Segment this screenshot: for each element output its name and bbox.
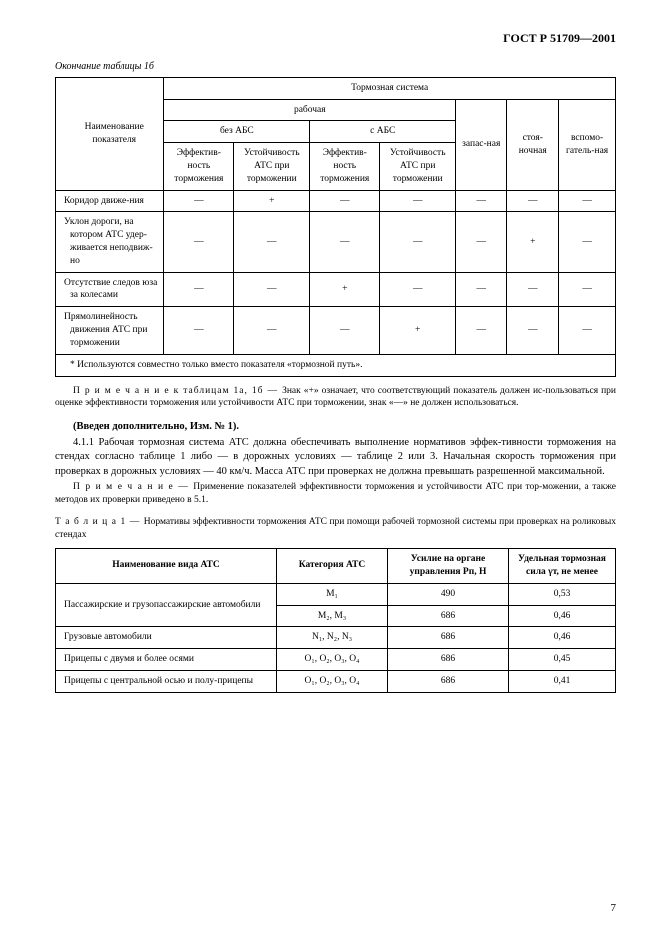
cell: — [456,212,507,272]
cell: + [380,307,456,354]
cell: — [559,212,616,272]
cell: — [559,190,616,212]
table-1b: Наименование показателя Тормозная систем… [55,77,616,377]
cell-cat: О₁, О₂, О₃, О₄ [277,649,388,671]
table-1: Наименование вида АТС Категория АТС Усил… [55,548,616,693]
table-footnote-row: * Используются совместно только вместо п… [56,354,616,376]
note-paragraph: П р и м е ч а н и е — Применение показат… [55,481,616,507]
cell-name: Пассажирские и грузопассажирские автомоб… [56,583,277,627]
cell: — [310,212,380,272]
col-header-aux: вспомо-гатель-ная [559,99,616,190]
cell: — [507,190,559,212]
cell: — [164,272,234,307]
col-header-brake: Удельная тормозная сила γт, не менее [509,549,616,584]
col-header-name: Наименование показателя [56,77,164,190]
table-1-caption: Т а б л и ц а 1 — Нормативы эффективност… [55,516,616,542]
cell: — [456,272,507,307]
cell-force: 490 [388,583,509,605]
cell: — [456,190,507,212]
cell: — [559,272,616,307]
cell: — [310,307,380,354]
note-label: П р и м е ч а н и е — [73,482,193,492]
table-row: Наименование показателя Тормозная систем… [56,77,616,99]
cell-brake: 0,46 [509,605,616,627]
row-label: Отсутствие следов юза за колесами [56,272,164,307]
cell: — [234,272,310,307]
cell: — [380,190,456,212]
cell: — [234,307,310,354]
table-caption-label: Т а б л и ц а 1 — [55,517,144,527]
cell: — [559,307,616,354]
table-row: Прицепы с двумя и более осями О₁, О₂, О₃… [56,649,616,671]
cell-cat: N₁, N₂, N₃ [277,627,388,649]
cell-brake: 0,46 [509,627,616,649]
cell-cat: М₁ [277,583,388,605]
cell-force: 686 [388,670,509,692]
table-row: Наименование вида АТС Категория АТС Усил… [56,549,616,584]
cell-name: Прицепы с центральной осью и полу-прицеп… [56,670,277,692]
table-row: Отсутствие следов юза за колесами — — + … [56,272,616,307]
cell-brake: 0,53 [509,583,616,605]
cell: — [164,307,234,354]
cell-name: Грузовые автомобили [56,627,277,649]
cell: + [507,212,559,272]
col-header-reserve: запас-ная [456,99,507,190]
cell: — [164,190,234,212]
cell-name: Прицепы с двумя и более осями [56,649,277,671]
note-label: П р и м е ч а н и е к таблицам 1а, 1б — [73,386,282,396]
col-header-no-abs: без АБС [164,121,310,143]
cell-force: 686 [388,627,509,649]
page: ГОСТ Р 51709—2001 Окончание таблицы 1б Н… [0,0,661,936]
cell: + [310,272,380,307]
page-number: 7 [611,901,617,916]
paragraph-411: 4.1.1 Рабочая тормозная система АТС долж… [55,436,616,479]
row-label: Уклон дороги, на котором АТС удер-живает… [56,212,164,272]
cell-force: 686 [388,649,509,671]
col-header-system: Тормозная система [164,77,616,99]
document-id: ГОСТ Р 51709—2001 [55,30,616,46]
cell: — [164,212,234,272]
col-header-with-abs: с АБС [310,121,456,143]
cell: — [380,272,456,307]
table-row: Грузовые автомобили N₁, N₂, N₃ 686 0,46 [56,627,616,649]
cell: — [310,190,380,212]
table-row: Уклон дороги, на котором АТС удер-живает… [56,212,616,272]
intro-paragraph: (Введен дополнительно, Изм. № 1). [55,420,616,434]
col-header-force: Усилие на органе управления Рп, Н [388,549,509,584]
note-paragraph: П р и м е ч а н и е к таблицам 1а, 1б — … [55,385,616,411]
col-sub-stab: Устойчивость АТС при торможении [380,143,456,190]
cell: + [234,190,310,212]
table-row: Пассажирские и грузопассажирские автомоб… [56,583,616,605]
col-header-category: Категория АТС [277,549,388,584]
row-label: Прямолинейность движения АТС при торможе… [56,307,164,354]
table-row: Прямолинейность движения АТС при торможе… [56,307,616,354]
col-sub-eff: Эффектив-ность торможения [310,143,380,190]
col-sub-stab: Устойчивость АТС при торможении [234,143,310,190]
cell: — [234,212,310,272]
cell: — [507,272,559,307]
table-row: Коридор движе-ния — + — — — — — [56,190,616,212]
table-footnote: * Используются совместно только вместо п… [56,354,616,376]
cell-cat: О₁, О₂, О₃, О₄ [277,670,388,692]
col-header-parking: стоя-ночная [507,99,559,190]
cell-brake: 0,45 [509,649,616,671]
cell-brake: 0,41 [509,670,616,692]
table-continuation-label: Окончание таблицы 1б [55,60,616,74]
cell-cat: М₂, М₃ [277,605,388,627]
cell: — [380,212,456,272]
col-header-name: Наименование вида АТС [56,549,277,584]
col-sub-eff: Эффектив-ность торможения [164,143,234,190]
cell: — [507,307,559,354]
row-label: Коридор движе-ния [56,190,164,212]
col-header-working: рабочая [164,99,456,121]
cell-force: 686 [388,605,509,627]
table-row: Прицепы с центральной осью и полу-прицеп… [56,670,616,692]
cell: — [456,307,507,354]
